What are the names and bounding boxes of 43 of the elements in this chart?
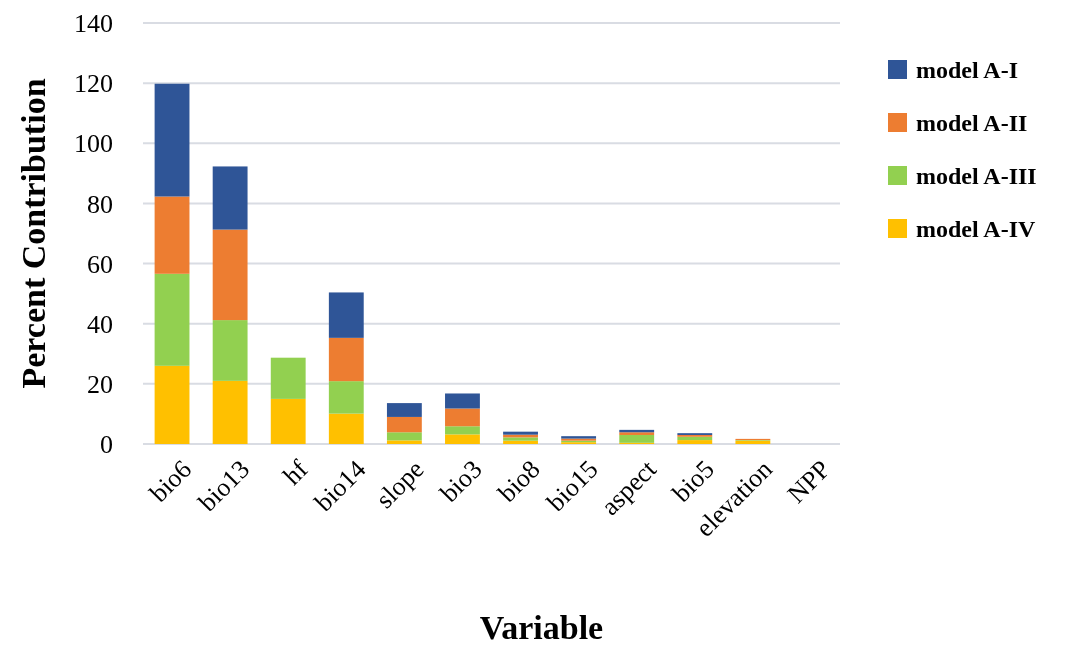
- y-tick-label: 120: [74, 69, 113, 99]
- bar: [677, 436, 713, 441]
- bar: [154, 273, 190, 366]
- y-axis-title: Percent Contribution: [15, 78, 52, 389]
- y-tick-label: 60: [87, 249, 113, 279]
- bar: [386, 432, 422, 441]
- bar: [386, 416, 422, 433]
- y-tick-label: 100: [74, 129, 113, 159]
- legend-label: model A-II: [916, 110, 1028, 137]
- y-tick-label: 140: [74, 9, 113, 39]
- y-tick-label: 0: [100, 430, 113, 460]
- bar: [212, 320, 248, 381]
- x-axis-title: Variable: [479, 609, 604, 646]
- bar: [328, 337, 364, 382]
- bar: [445, 393, 480, 409]
- y-tick-label: 20: [87, 369, 113, 399]
- x-tick-label: bio8: [492, 454, 546, 508]
- bar: [212, 380, 248, 444]
- x-tick-label: NPP: [781, 454, 837, 509]
- bar: [212, 229, 248, 321]
- y-tick-label: 40: [87, 309, 113, 339]
- x-tick-label: bio3: [434, 454, 488, 508]
- bar: [328, 381, 364, 414]
- bar: [270, 398, 306, 444]
- bar: [154, 365, 190, 444]
- legend-label: model A-I: [916, 57, 1018, 84]
- y-tick-label: 80: [87, 189, 113, 219]
- bar: [445, 434, 480, 444]
- bar: [270, 357, 306, 399]
- bar: [154, 83, 190, 197]
- bar: [445, 426, 480, 435]
- bar: [386, 403, 422, 417]
- bar: [154, 196, 190, 274]
- x-tick-label: hf: [277, 454, 314, 491]
- bar: [386, 440, 422, 444]
- bar: [677, 440, 713, 444]
- bar: [328, 413, 364, 444]
- legend-label: model A-IV: [916, 216, 1036, 243]
- bar: [619, 434, 655, 443]
- bar: [445, 408, 480, 427]
- bar: [328, 292, 364, 338]
- legend-label: model A-III: [916, 163, 1037, 190]
- bar: [212, 166, 248, 230]
